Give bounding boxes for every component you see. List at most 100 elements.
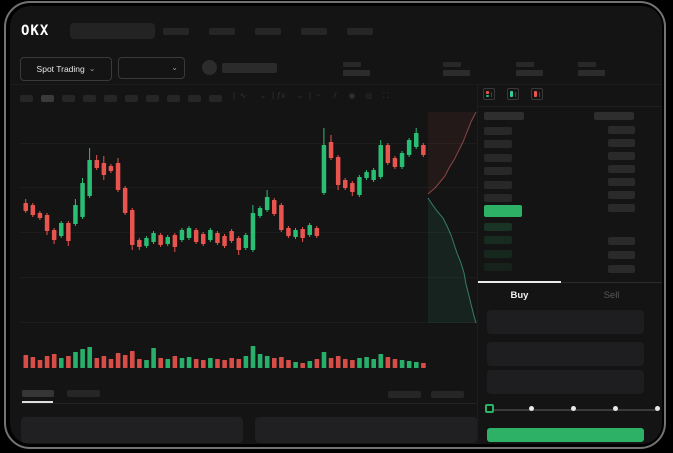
slider-stop-dot[interactable] <box>571 406 576 411</box>
orderbook-combined-icon[interactable] <box>483 88 495 100</box>
tab-buy[interactable]: Buy <box>478 285 561 305</box>
volume-bar <box>165 359 171 368</box>
volume-bar <box>30 357 36 368</box>
ask-row-price[interactable] <box>484 153 512 162</box>
buy-tab-label: Buy <box>510 289 529 301</box>
stat-value-placeholder <box>578 70 605 76</box>
timeframe-slot[interactable] <box>146 95 159 102</box>
volume-bar <box>279 357 284 368</box>
volume-bar <box>371 359 376 368</box>
depth-chart <box>427 111 477 324</box>
bid-row-price[interactable] <box>484 263 512 272</box>
timeframe-slot[interactable] <box>41 95 54 102</box>
ask-row-amount[interactable] <box>608 191 635 199</box>
orderbook-asks-icon[interactable] <box>531 88 543 100</box>
search-input[interactable] <box>70 23 155 39</box>
bid-row-amount[interactable] <box>608 265 635 273</box>
side-bar <box>510 91 513 97</box>
nav-item[interactable] <box>347 28 373 35</box>
bid-row-price[interactable] <box>484 223 512 231</box>
volume-bar <box>172 356 178 368</box>
ask-row-price[interactable] <box>484 180 512 189</box>
candle-body <box>179 230 185 240</box>
market-type-selector[interactable]: Spot Trading ⌄ <box>20 57 112 81</box>
bottom-right-slot[interactable] <box>388 391 421 398</box>
candle-body <box>115 163 121 190</box>
stat-value-placeholder <box>443 70 470 76</box>
candle-body <box>385 145 391 163</box>
timeframe-slot[interactable] <box>104 95 117 102</box>
amount-slider-handle[interactable] <box>485 404 494 413</box>
timeframe-slot[interactable] <box>62 95 75 102</box>
order-input[interactable] <box>487 342 644 366</box>
panel-divider <box>477 85 478 444</box>
bottom-right-slot[interactable] <box>431 391 464 398</box>
timeframe-slot[interactable] <box>188 95 201 102</box>
timeframe-slot[interactable] <box>125 95 138 102</box>
slider-stop-dot[interactable] <box>655 406 660 411</box>
timeframe-slot[interactable] <box>20 95 33 102</box>
stat-label-placeholder <box>516 62 534 67</box>
timeframe-slot[interactable] <box>83 95 96 102</box>
candlestick-chart[interactable] <box>18 110 428 334</box>
order-input[interactable] <box>487 370 644 394</box>
ask-row-price[interactable] <box>484 127 512 135</box>
bottom-tabs-divider <box>20 403 477 404</box>
chevron-down-icon[interactable]: ⌄ <box>296 91 304 100</box>
nav-item[interactable] <box>255 28 281 35</box>
slider-stop-dot[interactable] <box>529 406 534 411</box>
pair-selector[interactable]: ⌄ <box>118 57 185 79</box>
ask-row-price[interactable] <box>484 167 512 176</box>
ask-row-amount[interactable] <box>608 204 635 212</box>
chevron-down-icon: ⌄ <box>88 64 96 73</box>
volume-bar <box>328 358 334 368</box>
ask-row-price[interactable] <box>484 194 512 202</box>
orderbook-bids-icon[interactable] <box>507 88 519 100</box>
measure-icon[interactable]: ⫽ <box>333 90 337 100</box>
bottom-panel-right <box>255 417 477 443</box>
timeframe-slot[interactable] <box>167 95 180 102</box>
history-clock-icon[interactable]: ◎ <box>365 91 373 100</box>
bid-row-price[interactable] <box>484 249 512 258</box>
orderbook-header-left <box>484 112 524 120</box>
side-bar <box>534 91 537 97</box>
slider-stop-dot[interactable] <box>613 406 618 411</box>
candle-body <box>343 180 348 188</box>
volume-bar <box>229 358 234 368</box>
nav-item[interactable] <box>301 28 327 35</box>
camera-icon[interactable]: ◉ <box>348 91 356 100</box>
ask-row-amount[interactable] <box>608 165 635 173</box>
bottom-tab[interactable] <box>67 390 100 397</box>
volume-bar <box>144 360 149 368</box>
timeframe-slot[interactable] <box>209 95 222 102</box>
ask-row-amount[interactable] <box>608 152 635 160</box>
order-input[interactable] <box>487 310 644 334</box>
candle-body <box>94 160 99 168</box>
okx-logo[interactable]: OKX <box>21 23 50 39</box>
top-nav <box>163 28 373 35</box>
volume-bar <box>37 360 43 368</box>
tab-sell[interactable]: Sell <box>561 285 662 305</box>
volume-bar <box>264 356 270 368</box>
bid-half <box>486 94 489 97</box>
ask-row-amount[interactable] <box>608 139 635 147</box>
volume-bar <box>101 356 107 368</box>
nav-item[interactable] <box>163 28 189 35</box>
ask-row-price[interactable] <box>484 140 512 149</box>
candle-body <box>51 230 57 240</box>
fx-indicator-icon[interactable]: ƒx <box>276 91 286 100</box>
candle-body <box>371 170 376 180</box>
ask-row-amount[interactable] <box>608 178 635 186</box>
chevron-down-icon[interactable]: ⌄ <box>259 91 267 100</box>
indicator-wave-icon[interactable]: ∿ <box>239 91 247 100</box>
ask-row-amount[interactable] <box>608 126 635 134</box>
fullscreen-icon[interactable]: ⛶ <box>383 90 389 100</box>
trendline-icon[interactable]: ~ <box>315 91 321 100</box>
bid-row-price[interactable] <box>484 236 512 245</box>
bid-row-amount[interactable] <box>608 251 635 259</box>
candle-body <box>286 228 291 236</box>
bottom-tab-active[interactable] <box>22 390 54 397</box>
buy-submit-button[interactable] <box>487 428 644 442</box>
nav-item[interactable] <box>209 28 235 35</box>
bid-row-amount[interactable] <box>608 237 635 245</box>
